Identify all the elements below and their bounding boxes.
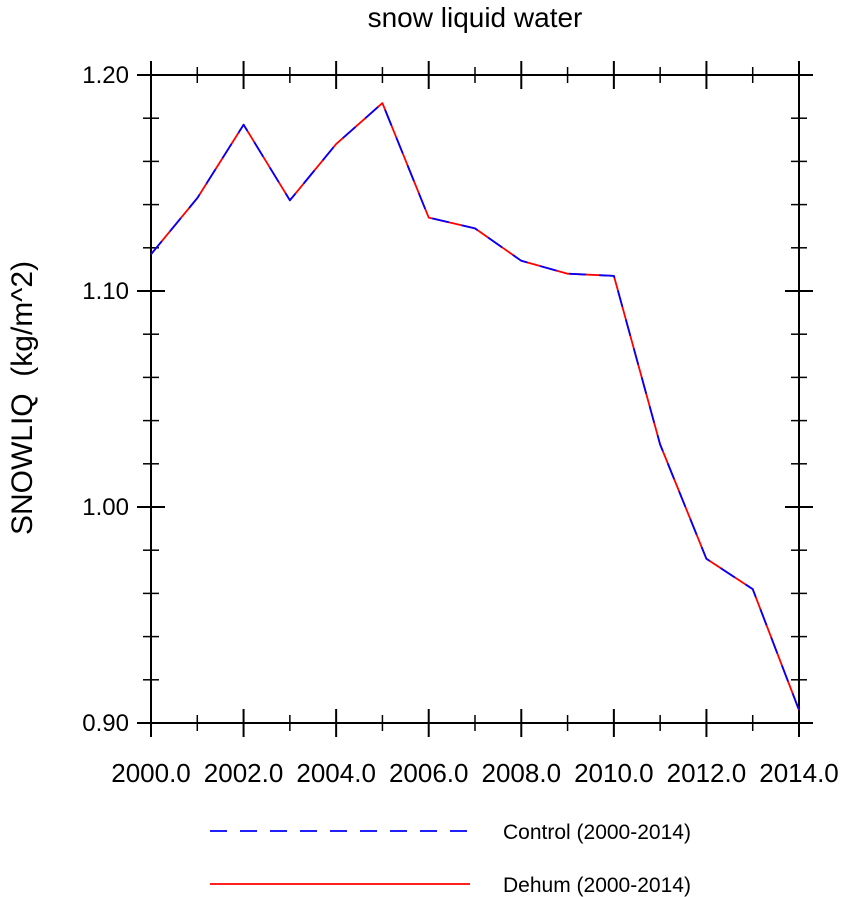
- y-axis-label: SNOWLIQ (kg/m^2): [6, 261, 39, 535]
- chart-title: snow liquid water: [368, 2, 583, 33]
- series-lines: [150, 102, 800, 711]
- x-tick-label: 2004.0: [296, 758, 376, 788]
- series-line-dehum: [150, 102, 800, 711]
- legend-label-control: Control (2000-2014): [503, 821, 691, 844]
- x-tick-label: 2002.0: [204, 758, 284, 788]
- x-tick-labels: 2000.0 2002.0 2004.0 2006.0 2008.0 2010.0 2012…: [111, 758, 839, 788]
- major-ticks: [137, 61, 813, 737]
- y-tick-labels: 0.90 1.00 1.10 1.20: [82, 62, 129, 737]
- x-tick-label: 2006.0: [389, 758, 469, 788]
- plot-frame: [150, 74, 800, 724]
- y-tick-label: 0.90: [82, 710, 129, 737]
- minor-ticks: [143, 67, 807, 731]
- x-tick-label: 2008.0: [482, 758, 562, 788]
- x-tick-label: 2014.0: [759, 758, 839, 788]
- y-tick-label: 1.20: [82, 62, 129, 89]
- legend: Control (2000-2014) Dehum (2000-2014): [210, 821, 691, 897]
- y-tick-label: 1.00: [82, 494, 129, 521]
- x-tick-label: 2012.0: [667, 758, 747, 788]
- x-tick-label: 2010.0: [574, 758, 654, 788]
- series-line-control: [150, 102, 800, 711]
- x-tick-label: 2000.0: [111, 758, 191, 788]
- legend-label-dehum: Dehum (2000-2014): [503, 874, 691, 897]
- y-tick-label: 1.10: [82, 278, 129, 305]
